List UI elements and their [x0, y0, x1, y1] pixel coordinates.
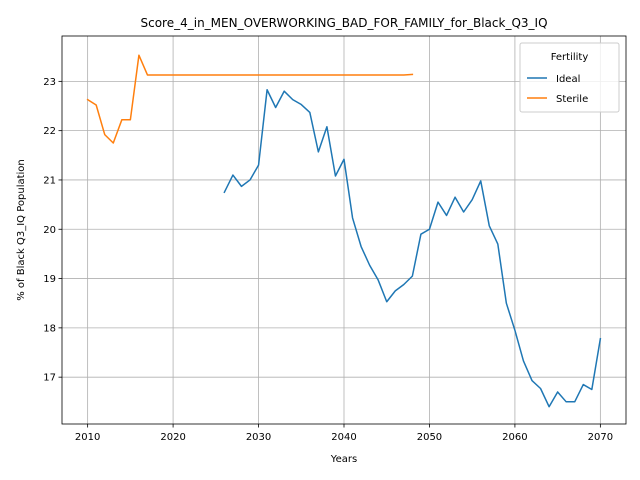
y-tick-label: 22 — [43, 126, 56, 137]
legend: Fertility Ideal Sterile — [519, 42, 620, 113]
series-line-ideal — [223, 88, 602, 408]
ticks: 2010 2020 2030 2040 2050 2060 2070 17 18 19 20 21 22… — [43, 77, 613, 443]
chart-title: Score_4_in_MEN_OVERWORKING_BAD_FOR_FAMIL… — [140, 16, 547, 30]
y-tick-label: 21 — [43, 175, 56, 186]
legend-box — [519, 42, 620, 113]
y-tick-label: 18 — [43, 323, 56, 334]
grid — [62, 36, 626, 424]
x-tick-label: 2040 — [331, 432, 356, 443]
y-tick-label: 19 — [43, 274, 56, 285]
legend-label-sterile: Sterile — [556, 94, 588, 105]
x-tick-label: 2070 — [588, 432, 613, 443]
y-tick-label: 23 — [43, 77, 56, 88]
legend-label-ideal: Ideal — [556, 74, 580, 85]
x-axis-label: Years — [330, 454, 357, 465]
x-tick-label: 2020 — [160, 432, 185, 443]
y-tick-label: 17 — [43, 373, 56, 384]
series-line-sterile — [86, 54, 414, 144]
legend-title: Fertility — [551, 52, 589, 63]
x-tick-label: 2060 — [502, 432, 527, 443]
y-tick-label: 20 — [43, 225, 56, 236]
x-tick-label: 2050 — [417, 432, 442, 443]
x-tick-label: 2030 — [246, 432, 271, 443]
series-layer — [86, 54, 602, 408]
y-axis-label: % of Black Q3_IQ Population — [16, 159, 27, 301]
x-tick-label: 2010 — [75, 432, 100, 443]
